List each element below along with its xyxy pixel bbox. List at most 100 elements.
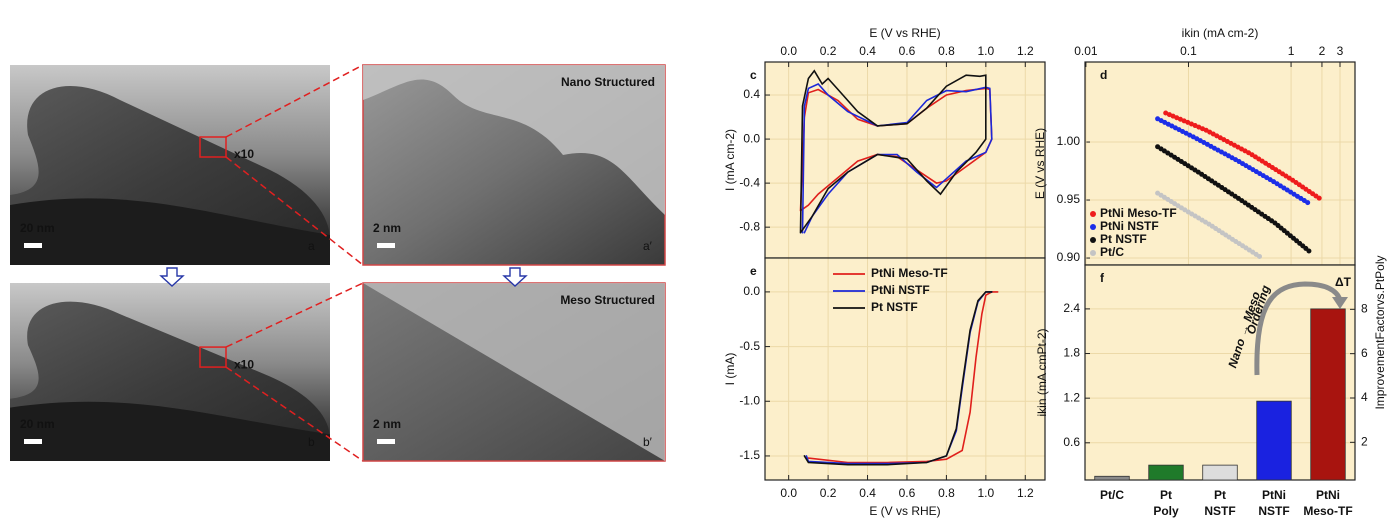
down-arrow (502, 267, 528, 287)
plot-background (1085, 265, 1355, 480)
y-tick-label: 0.95 (1057, 192, 1081, 206)
bar (1202, 464, 1238, 481)
plot-frame (764, 257, 1046, 481)
legend-symbol (1090, 211, 1096, 217)
x-tick-label: 1.0 (978, 486, 995, 500)
plot-background (765, 258, 1045, 480)
x-tick-label: PtNi Meso-TF (1303, 488, 1352, 518)
y-tick-label: 1.00 (1057, 134, 1081, 148)
x-tick-label: Pt/C (1100, 488, 1124, 502)
x-tick-label: 0.01 (1074, 44, 1098, 58)
tem-image: x10 20 nm b (10, 282, 364, 462)
lattice-edge (363, 65, 665, 265)
zoom-label: x10 (234, 147, 254, 161)
x-tick-label: 0.8 (938, 44, 955, 58)
scale-bar (24, 439, 42, 444)
tem-image: Meso Structured 2 nm b′ (362, 282, 666, 462)
x-tick-label: 1 (1288, 44, 1295, 58)
scale-bar (377, 243, 395, 248)
scale-bar-label: 20 nm (20, 417, 55, 431)
y-tick-label: 1.2 (1063, 390, 1080, 404)
legend-label: Pt NSTF (1100, 232, 1147, 246)
legend-label: Pt NSTF (871, 300, 918, 314)
zoom-line (225, 156, 364, 266)
panel-label: b (308, 435, 315, 449)
x-axis-title: ikin (mA cm-2) (1182, 26, 1259, 40)
x-tick-label: Pt NSTF (1204, 488, 1235, 518)
x-tick-label: 0.1 (1180, 44, 1197, 58)
panel-label: d (1100, 68, 1107, 82)
panel-label: e (750, 264, 757, 278)
y2-axis-title: ImprovementFactorvs.PtPoly (1373, 255, 1387, 409)
series-line (799, 69, 987, 234)
x-tick-label: 0.6 (899, 44, 916, 58)
y2-tick-label: 8 (1361, 302, 1368, 316)
y-tick-label: 0.4 (743, 87, 760, 101)
substrate (10, 401, 330, 461)
x-tick-label: 1.2 (1017, 44, 1034, 58)
x-tick-label: 0.0 (780, 486, 797, 500)
x-tick-label: 0.6 (899, 486, 916, 500)
x-tick-label: 1.2 (1017, 486, 1034, 500)
series-line (1163, 110, 1325, 203)
substrate (10, 198, 330, 265)
zoom-box (199, 136, 227, 158)
x-tick-label: 3 (1337, 44, 1344, 58)
x-tick-label: 0.0 (780, 44, 797, 58)
legend-symbol (1090, 250, 1096, 256)
y-tick-label: -0.8 (739, 219, 760, 233)
scale-bar (24, 243, 42, 248)
series-line (1155, 116, 1312, 206)
scale-bar-label: 2 nm (373, 221, 401, 235)
legend-label: PtNi Meso-TF (871, 266, 948, 280)
tem-image: x10 20 nm a (10, 64, 364, 266)
series-line (807, 291, 999, 464)
down-arrow (159, 267, 185, 287)
panel-label: b′ (643, 435, 653, 449)
bar (1148, 464, 1184, 481)
zoom-label: x10 (234, 357, 254, 371)
y-axis-title: ikin (mA cmPt-2) (1035, 328, 1049, 416)
x-tick-label: Pt Poly (1153, 488, 1179, 518)
panel-label: f (1100, 271, 1105, 285)
x-tick-label: PtNi NSTF (1258, 488, 1289, 518)
zoom-line (225, 282, 364, 348)
x-tick-label: 0.4 (859, 486, 876, 500)
x-tick-label: 0.8 (938, 486, 955, 500)
x-axis-title: E (V vs RHE) (869, 26, 940, 40)
y-axis-title: I (mA cm-2) (723, 129, 737, 191)
arrow-head (1332, 297, 1348, 309)
y-tick-label: 0.90 (1057, 250, 1081, 264)
y-tick-label: 0.0 (743, 131, 760, 145)
ordering-arrow (1254, 281, 1343, 376)
x-axis-title: E (V vs RHE) (869, 504, 940, 518)
x-tick-label: 0.4 (859, 44, 876, 58)
charts: -0.8 -0.4 0.0 0.4 0.0 0.2 0.4 0.6 0.8 1.0 1.2 E (V … (723, 26, 1387, 518)
legend-symbol (1090, 224, 1096, 230)
scale-bar-label: 20 nm (20, 221, 55, 235)
y-axis-title: E (V vs RHE) (1033, 128, 1047, 199)
annotation: ΔT (1335, 275, 1352, 289)
chart: 0.90 0.95 1.00 0.01 0.1 1 2 3 ikin (mA cm-2) E (V… (1033, 26, 1356, 266)
x-tick-label: 0.2 (820, 44, 837, 58)
y2-tick-label: 4 (1361, 390, 1368, 404)
image-title: Meso Structured (560, 293, 655, 307)
legend-symbol (1090, 237, 1096, 243)
y-tick-label: 2.4 (1063, 301, 1080, 315)
y2-tick-label: 6 (1361, 346, 1368, 360)
y2-tick-label: 2 (1361, 434, 1368, 448)
panel-label: a′ (643, 239, 653, 253)
legend-label: PtNi NSTF (1100, 219, 1159, 233)
y-axis-title: I (mA) (723, 353, 737, 386)
scale-bar (377, 439, 395, 444)
zoom-box (199, 346, 227, 368)
y-tick-label: -1.5 (739, 448, 760, 462)
panel-label: a (308, 239, 315, 253)
legend-label: Pt/C (1100, 245, 1124, 259)
series-line (803, 291, 993, 466)
chart: -1.5 -1.0 -0.5 0.0 0.0 0.2 0.4 0.6 0.8 1.0 1.2 E (V… (723, 257, 1046, 518)
x-tick-label: 2 (1319, 44, 1326, 58)
zoom-line (225, 366, 364, 462)
